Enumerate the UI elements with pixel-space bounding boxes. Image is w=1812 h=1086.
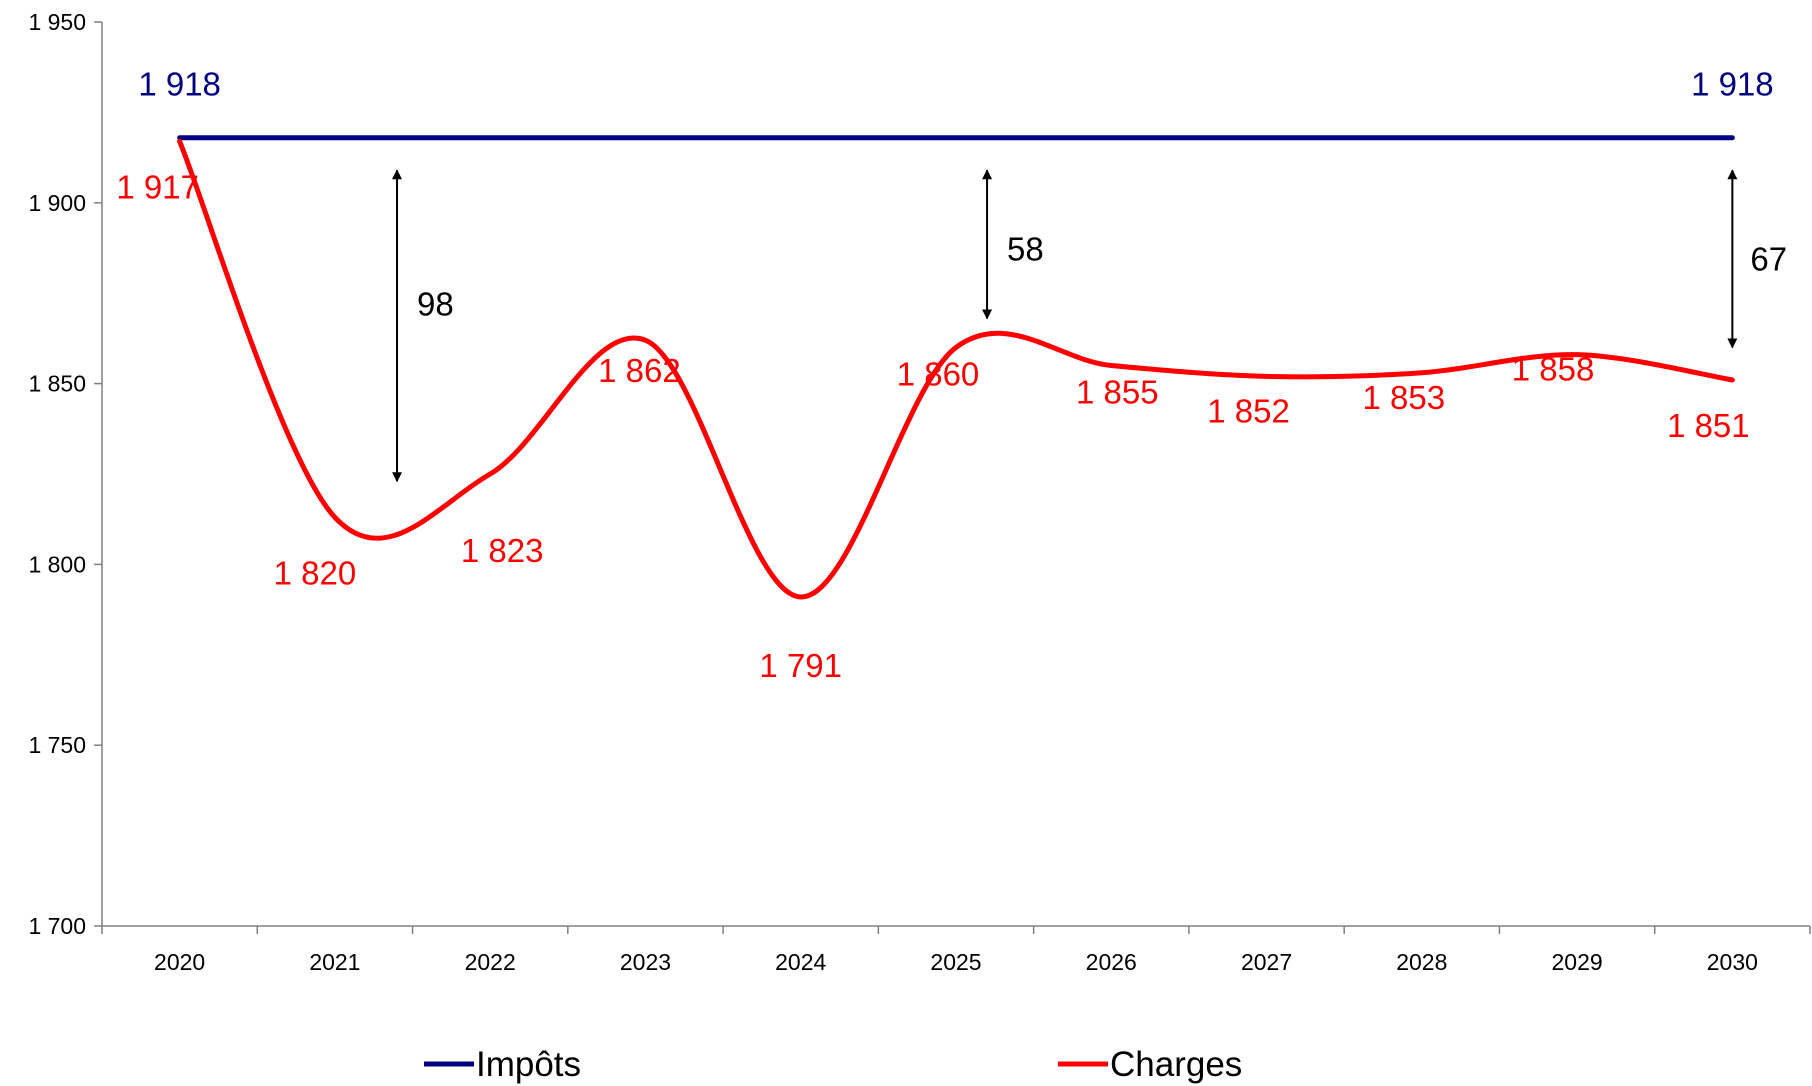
legend-label-charges: Charges [1110, 1045, 1242, 1084]
gap-label: 67 [1750, 240, 1787, 277]
x-tick-label: 2021 [309, 949, 360, 975]
x-tick-label: 2023 [620, 949, 671, 975]
data-label-impots: 1 918 [1691, 66, 1774, 103]
legend-label-impots: Impôts [476, 1045, 581, 1084]
y-tick-label: 1 900 [28, 190, 86, 216]
data-label-layer: 1 918 1 918 1 917 1 820 1 823 1 862 1 791 1 860… [116, 66, 1773, 684]
x-tick-label: 2029 [1552, 949, 1603, 975]
data-label-charges: 1 791 [759, 647, 842, 684]
x-tick-label: 2026 [1086, 949, 1137, 975]
x-tick-label: 2024 [775, 949, 826, 975]
y-tick-label: 1 850 [28, 371, 86, 397]
data-label-charges: 1 860 [897, 355, 980, 392]
y-tick-label: 1 800 [28, 551, 86, 577]
data-label-charges: 1 855 [1076, 374, 1159, 411]
axes: 1 700 1 750 1 800 1 850 1 900 1 950 2020 2021 20… [28, 9, 1811, 975]
data-label-charges: 1 917 [116, 168, 199, 205]
data-label-charges: 1 852 [1207, 392, 1290, 429]
x-tick-label: 2022 [465, 949, 516, 975]
annotation-layer: 98 58 67 [392, 169, 1787, 483]
data-label-charges: 1 820 [274, 554, 357, 591]
data-label-charges: 1 823 [461, 532, 544, 569]
series-layer [177, 135, 1735, 600]
data-label-charges: 1 858 [1512, 351, 1595, 388]
x-tick-label: 2030 [1707, 949, 1758, 975]
gap-label: 58 [1007, 230, 1044, 267]
x-tick-label: 2028 [1396, 949, 1447, 975]
x-tick-label: 2020 [154, 949, 205, 975]
data-label-charges: 1 851 [1667, 407, 1750, 444]
data-label-impots: 1 918 [138, 66, 221, 103]
data-label-charges: 1 862 [598, 352, 681, 389]
legend: Impôts Charges [424, 1045, 1242, 1084]
x-tick-label: 2025 [930, 949, 981, 975]
data-label-charges: 1 853 [1363, 379, 1446, 416]
y-tick-label: 1 750 [28, 732, 86, 758]
series-line-charges [177, 138, 1735, 600]
gap-label: 98 [417, 285, 454, 322]
y-tick-label: 1 950 [28, 9, 86, 35]
x-tick-label: 2027 [1241, 949, 1292, 975]
y-tick-label: 1 700 [28, 913, 86, 939]
